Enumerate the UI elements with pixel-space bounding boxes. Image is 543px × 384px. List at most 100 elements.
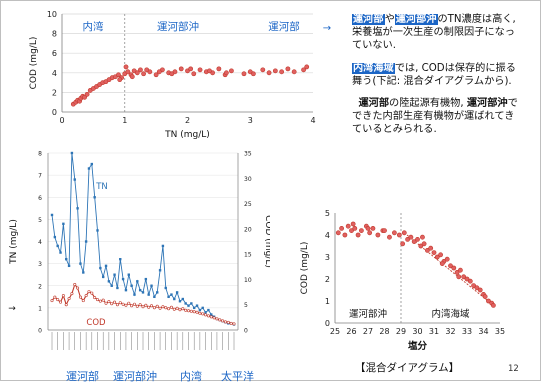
- tn-point: [141, 291, 145, 294]
- note-2: 内湾海域では, CODは保存的に振る舞う(下記: 混合ダイアグラムから).: [352, 62, 524, 88]
- data-point: [428, 245, 434, 251]
- tn-point: [195, 304, 199, 307]
- cod-point: [70, 292, 74, 296]
- data-point: [392, 230, 397, 236]
- tn-point: [70, 151, 74, 155]
- data-point: [375, 232, 381, 238]
- cod-point: [189, 309, 193, 313]
- cod-point: [150, 304, 154, 308]
- tn-point: [147, 293, 150, 296]
- data-point: [420, 234, 425, 240]
- x-tick-label: 35: [495, 327, 505, 336]
- region-label-canal-offshore: 運河部沖: [113, 370, 157, 383]
- data-point: [272, 68, 278, 74]
- tn-point: [56, 244, 59, 248]
- data-point: [342, 232, 348, 238]
- data-point: [117, 77, 123, 83]
- cod-point: [201, 312, 205, 316]
- y-tick-label: 2: [52, 88, 57, 97]
- data-point: [141, 71, 146, 77]
- tn-point: [90, 162, 94, 166]
- cod-point: [152, 306, 156, 310]
- cod-point: [78, 295, 82, 299]
- right-axis-label: COD (mg/L): [263, 215, 270, 268]
- data-point: [405, 237, 410, 242]
- tn-point: [84, 240, 88, 243]
- cod-point: [104, 301, 108, 305]
- data-point: [266, 70, 272, 76]
- data-point: [134, 70, 140, 76]
- data-point: [216, 66, 222, 72]
- cod-point: [232, 322, 236, 326]
- tn-point: [161, 244, 165, 248]
- arrow-indicator: →: [323, 23, 331, 34]
- cod-point: [178, 308, 182, 312]
- x-tick-label: 32: [445, 327, 455, 336]
- y-tick-label: 10: [47, 10, 57, 19]
- data-point: [411, 239, 417, 244]
- data-point: [156, 69, 162, 75]
- data-point: [474, 285, 480, 291]
- tn-point: [62, 222, 65, 225]
- cod-point: [64, 303, 68, 307]
- region-label: 内湾海域: [431, 308, 470, 320]
- y-tick-label: 0: [325, 319, 330, 328]
- tn-point: [138, 288, 142, 292]
- data-point: [444, 256, 450, 262]
- data-point: [454, 270, 460, 275]
- data-point: [456, 274, 462, 280]
- x-tick-label: 4: [310, 116, 315, 125]
- left-tick-label: 2: [38, 283, 42, 290]
- tn-point: [167, 295, 170, 299]
- cod-point: [158, 306, 162, 310]
- tn-point: [133, 293, 136, 296]
- tn-point: [181, 297, 185, 301]
- data-point: [291, 69, 297, 75]
- cod-point: [93, 296, 97, 300]
- data-point: [207, 68, 212, 74]
- cod-point: [209, 315, 213, 319]
- y-axis-label: COD (mg/L): [29, 37, 39, 90]
- tn-point: [190, 302, 193, 305]
- cod-point: [167, 307, 171, 311]
- tn-point: [104, 264, 108, 268]
- x-tick-label: 27: [363, 327, 373, 336]
- cod-point: [121, 302, 125, 306]
- tn-point: [187, 304, 190, 307]
- tn-point: [113, 273, 116, 276]
- data-point: [224, 70, 229, 76]
- data-point: [116, 72, 121, 78]
- x-tick-label: 0: [59, 116, 64, 125]
- data-point: [197, 67, 203, 73]
- cod-point: [76, 286, 80, 290]
- cod-point: [206, 314, 210, 318]
- data-point: [123, 64, 129, 70]
- tn-point: [173, 297, 176, 301]
- data-point: [370, 225, 376, 231]
- tn-point: [153, 295, 156, 299]
- x-tick-label: 3: [248, 116, 253, 125]
- left-tick-label: 8: [38, 151, 42, 158]
- cod-point: [175, 306, 179, 310]
- note-2-highlight: 内湾海域: [352, 62, 395, 74]
- x-tick-label: 25: [330, 327, 340, 336]
- cod-point: [101, 298, 105, 302]
- tn-point: [150, 284, 153, 287]
- data-point: [153, 72, 159, 78]
- y-tick-label: 1: [325, 297, 330, 306]
- data-point: [396, 232, 402, 238]
- cod-point: [195, 310, 199, 314]
- data-point: [84, 91, 90, 97]
- data-point: [355, 232, 361, 238]
- tn-point: [67, 264, 71, 268]
- right-tick-label: 35: [244, 151, 252, 158]
- cod-point: [144, 303, 148, 307]
- data-point: [467, 278, 473, 284]
- data-point: [400, 241, 406, 247]
- data-point: [387, 234, 392, 240]
- y-tick-label: 6: [52, 49, 57, 58]
- cod-point: [107, 300, 111, 304]
- note-3-bold-1: 運河部: [358, 98, 390, 110]
- data-point: [169, 71, 175, 77]
